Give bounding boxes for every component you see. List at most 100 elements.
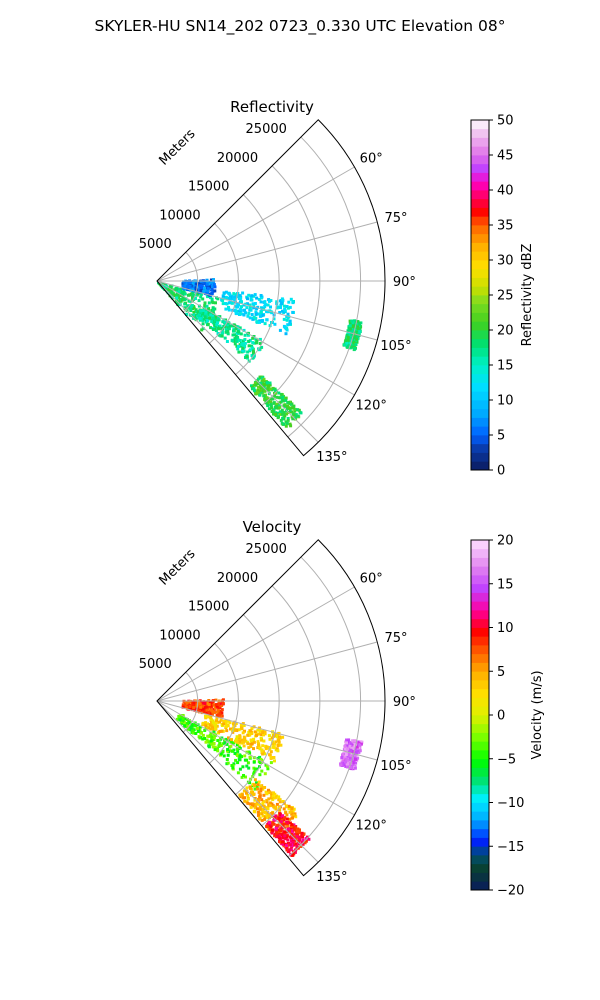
radar-echo-gate [250,727,254,731]
colorbar-segment [471,268,489,278]
radar-echo-gate [188,313,192,317]
radar-echo-gate [267,734,271,738]
radar-echo-gate [199,705,203,709]
radar-echo-gate [201,733,205,737]
radar-echo-gate [358,321,362,325]
colorbar-segment [471,548,489,558]
radar-echo-gate [250,346,254,350]
radar-echo-gate [224,326,228,330]
radar-echo-gate [267,746,271,749]
radar-echo-gate [242,303,246,307]
radar-echo-gate [251,356,255,360]
radar-echo-gate [201,707,205,711]
radar-echo-gate [271,828,274,832]
radar-echo-gate [291,840,295,844]
radar-echo-gate [226,748,230,751]
radar-echo-gate [352,341,356,345]
radar-echo-gate [253,778,257,782]
radar-echo-gate [263,817,267,821]
radar-echo-gate [244,775,247,779]
radar-echo-gate [209,288,213,292]
radar-echo-gate [291,310,295,314]
radar-echo-gate [268,753,272,757]
azimuth-gridline [156,700,355,816]
radar-echo-gate [207,280,211,284]
radar-echo-gate [270,791,274,795]
radar-echo-gate [205,705,209,709]
colorbar-segment [471,732,489,742]
radar-echo-gate [298,828,301,832]
radar-echo-gate [241,291,245,295]
angle-tick-label: 120° [356,399,387,414]
azimuth-gridline [156,221,378,282]
colorbar-segment [471,295,489,305]
radar-echo-gate [268,816,271,820]
radar-echo-gate [206,292,210,295]
radar-echo-gate [178,718,182,722]
radar-echo-gate [245,302,249,306]
radar-echo-gate [281,800,285,803]
radar-echo-gate [209,313,213,317]
radar-echo-gate [238,793,242,797]
radar-echo-gate [240,343,244,346]
radar-echo-gate [235,331,239,335]
radar-echo-gate [265,764,269,768]
velocity-grid [156,539,386,877]
radar-echo-gate [194,292,198,296]
radar-echo-gate [273,322,277,326]
radar-echo-gate [236,743,239,747]
radar-echo-gate [274,389,277,393]
radar-echo-gate [259,761,262,765]
radar-echo-gate [212,308,215,312]
radar-echo-gate [276,411,279,415]
radar-echo-gate [249,308,253,312]
radar-echo-gate [235,729,239,732]
radar-echo-gate [216,316,220,320]
radar-echo-gate [289,829,293,833]
radar-echo-gate [270,811,274,815]
radial-tick-label: 15000 [188,180,229,195]
radar-echo-gate [252,354,256,358]
radar-echo-gate [351,321,355,325]
radar-echo-gate [345,743,349,747]
radar-echo-gate [234,293,238,297]
radar-echo-gate [253,293,257,297]
radar-echo-gate [235,740,239,744]
colorbar-segment [471,767,489,777]
angle-tick-label: 90° [393,275,416,290]
angle-tick-label: 105° [380,339,411,354]
radar-echo-gate [285,407,289,410]
angle-tick-label: 75° [384,211,407,226]
radar-echo-gate [203,315,207,319]
radar-echo-gate [263,730,267,734]
radar-echo-gate [246,350,250,354]
radar-echo-gate [203,301,207,305]
radial-tick-label: 10000 [159,628,200,643]
colorbar-tick-label: 15 [497,359,514,374]
radar-echo-gate [296,830,299,833]
radar-echo-gate [267,388,271,392]
radar-echo-gate [208,723,212,727]
colorbar-tick-label: 20 [497,534,514,549]
radar-echo-gate [297,837,301,841]
colorbar-tick-label: −15 [497,840,524,855]
radar-echo-gate [254,312,258,316]
radar-echo-gate [277,391,281,395]
radar-echo-gate [244,356,247,359]
radar-echo-gate [280,408,284,412]
radar-echo-gate [238,339,242,342]
radar-echo-gate [253,381,257,385]
radar-echo-gate [240,305,243,309]
radar-echo-gate [240,300,243,304]
radar-echo-gate [250,344,254,348]
radar-echo-gate [296,414,300,418]
radar-echo-gate [222,291,226,295]
radar-echo-gate [241,346,245,350]
radar-echo-gate [252,341,256,345]
radar-echo-gate [353,743,357,747]
radar-echo-gate [258,728,262,732]
azimuth-gridline [156,166,355,282]
radar-echo-gate [295,408,299,412]
radar-echo-gate [225,758,229,761]
radar-echo-gate [282,411,286,415]
